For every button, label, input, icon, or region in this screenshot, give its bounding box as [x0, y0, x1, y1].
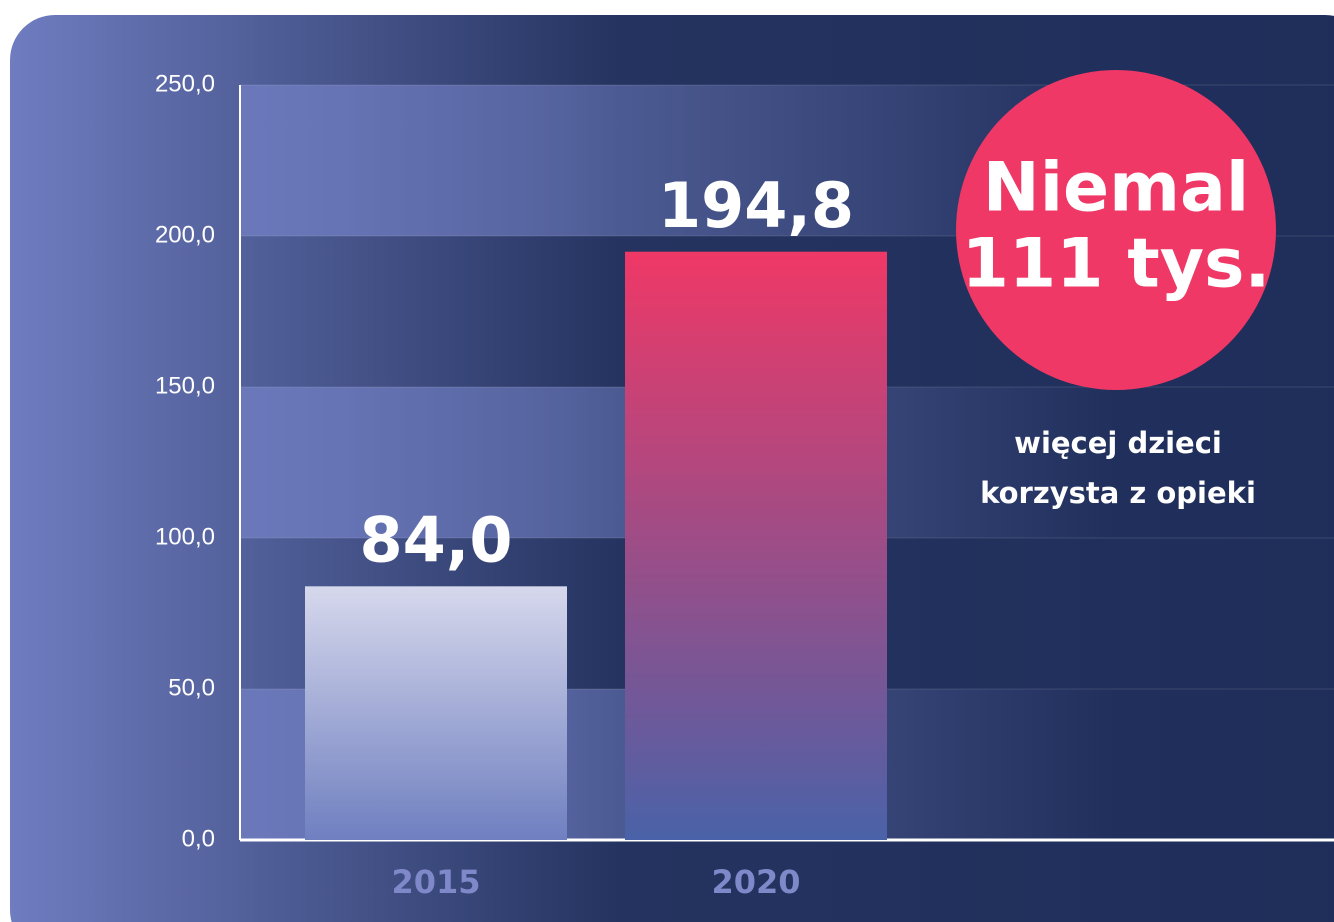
value-label: 84,0	[360, 503, 513, 576]
highlight-text: 111 tys.	[962, 225, 1271, 304]
bar	[625, 251, 887, 841]
x-tick-label: 2020	[711, 863, 800, 901]
y-tick-label: 250,0	[155, 70, 215, 97]
annotation: korzysta z opieki	[980, 476, 1256, 510]
y-tick-label: 150,0	[155, 372, 215, 399]
bar	[305, 586, 567, 840]
y-tick-label: 50,0	[168, 674, 215, 701]
highlight-circle	[956, 70, 1276, 390]
y-tick-label: 0,0	[182, 825, 215, 852]
y-tick-label: 100,0	[155, 523, 215, 550]
x-tick-label: 2015	[391, 863, 480, 901]
annotation: więcej dzieci	[1014, 426, 1222, 460]
highlight-text: Niemal	[983, 149, 1249, 228]
y-tick-label: 200,0	[155, 221, 215, 248]
value-label: 194,8	[658, 169, 854, 242]
